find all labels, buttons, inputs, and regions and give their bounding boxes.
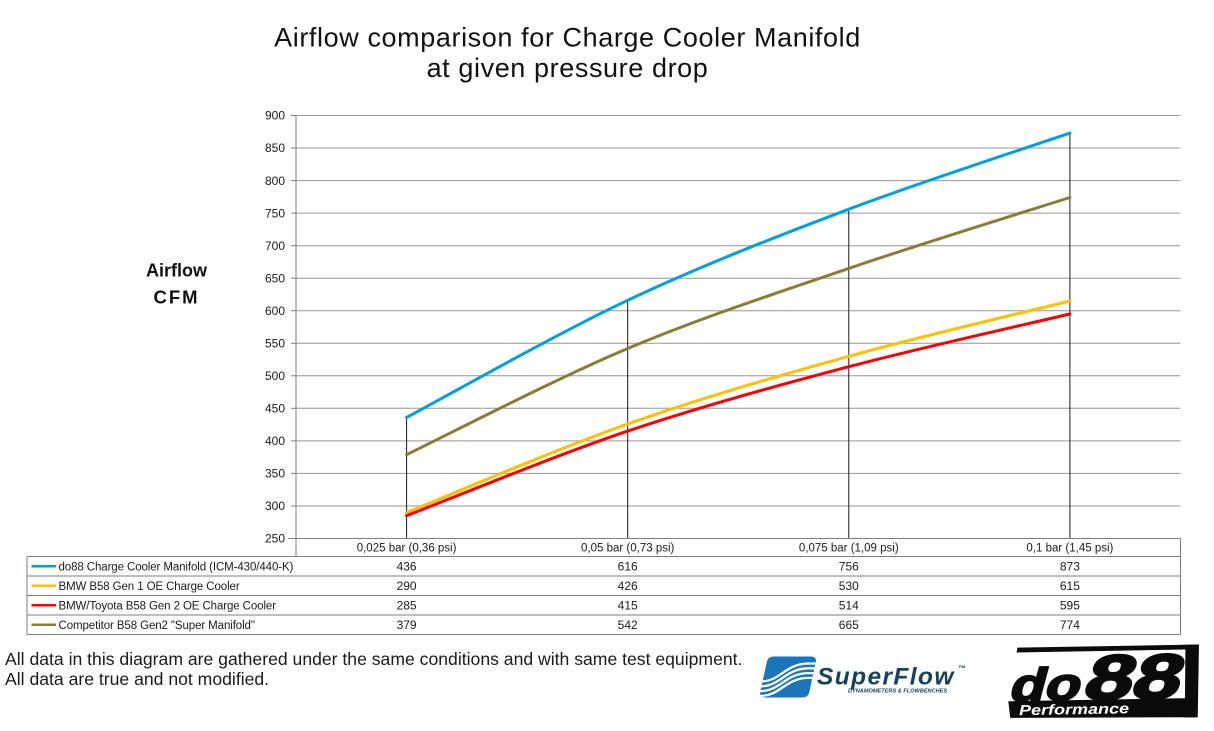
svg-text:290: 290 (397, 579, 417, 593)
svg-text:BMW B58 Gen 1 OE Charge Cooler: BMW B58 Gen 1 OE Charge Cooler (59, 581, 240, 593)
svg-text:700: 700 (265, 239, 285, 253)
svg-text:615: 615 (1060, 579, 1080, 593)
svg-text:CFM: CFM (153, 286, 199, 307)
svg-text:873: 873 (1060, 560, 1080, 574)
svg-text:Competitor B58 Gen2 "Super Man: Competitor B58 Gen2 "Super Manifold" (59, 620, 255, 632)
svg-text:BMW/Toyota B58 Gen 2 OE Charge: BMW/Toyota B58 Gen 2 OE Charge Cooler (59, 601, 277, 613)
svg-text:650: 650 (265, 271, 285, 285)
svg-text:0,05 bar (0,73 psi): 0,05 bar (0,73 psi) (581, 543, 675, 555)
svg-text:542: 542 (618, 618, 638, 632)
svg-text:900: 900 (265, 109, 285, 123)
svg-text:600: 600 (265, 304, 285, 318)
svg-text:550: 550 (265, 337, 285, 351)
svg-text:285: 285 (397, 599, 417, 613)
svg-text:at given pressure drop: at given pressure drop (427, 53, 709, 83)
svg-text:616: 616 (618, 560, 638, 574)
svg-text:774: 774 (1060, 618, 1080, 632)
svg-text:379: 379 (397, 618, 417, 632)
svg-text:530: 530 (839, 579, 859, 593)
svg-text:0,1 bar (1,45 psi): 0,1 bar (1,45 psi) (1026, 543, 1113, 555)
svg-text:400: 400 (265, 434, 285, 448)
svg-text:™: ™ (958, 664, 966, 673)
svg-text:0,025 bar (0,36 psi): 0,025 bar (0,36 psi) (357, 543, 457, 555)
svg-text:415: 415 (618, 599, 638, 613)
svg-text:All data in this diagram are g: All data in this diagram are gathered un… (5, 649, 742, 669)
svg-text:0,075 bar (1,09 psi): 0,075 bar (1,09 psi) (799, 543, 899, 555)
svg-text:665: 665 (839, 618, 859, 632)
svg-text:Airflow comparison for Charge: Airflow comparison for Charge Cooler Man… (274, 23, 861, 53)
svg-text:DYNAMOMETERS & FLOWBENCHES: DYNAMOMETERS & FLOWBENCHES (848, 689, 947, 695)
svg-text:350: 350 (265, 467, 285, 481)
svg-text:Performance: Performance (1019, 701, 1129, 719)
svg-text:750: 750 (265, 206, 285, 220)
svg-text:All data are true and not modi: All data are true and not modified. (5, 669, 269, 689)
svg-text:88: 88 (1077, 642, 1194, 714)
svg-text:850: 850 (265, 141, 285, 155)
svg-text:595: 595 (1060, 599, 1080, 613)
svg-text:do88 Charge Cooler Manifold (I: do88 Charge Cooler Manifold (ICM-430/440… (59, 562, 294, 574)
svg-text:500: 500 (265, 369, 285, 383)
svg-text:Airflow: Airflow (146, 260, 208, 280)
svg-text:SuperFlow: SuperFlow (817, 664, 955, 691)
svg-text:514: 514 (839, 599, 859, 613)
svg-text:250: 250 (265, 532, 285, 546)
svg-text:436: 436 (397, 560, 417, 574)
svg-text:450: 450 (265, 402, 285, 416)
svg-text:800: 800 (265, 174, 285, 188)
svg-text:300: 300 (265, 499, 285, 513)
svg-text:do: do (1005, 659, 1089, 712)
svg-text:426: 426 (618, 579, 638, 593)
svg-text:756: 756 (839, 560, 859, 574)
